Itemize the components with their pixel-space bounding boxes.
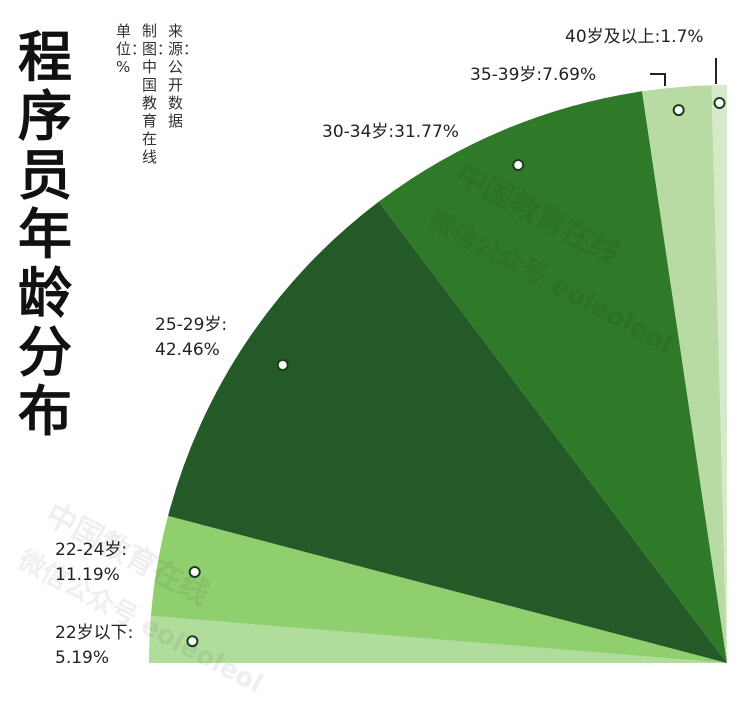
slice-dot-3 <box>512 159 525 171</box>
slice-dot-1 <box>188 566 201 578</box>
slice-label-4: 35-39岁:7.69% <box>470 65 596 85</box>
slice-label-3: 30-34岁:31.77% <box>322 122 459 142</box>
slice-dot-2 <box>276 359 289 371</box>
slice-label-1: 22-24岁: <box>55 540 127 560</box>
pie-slice-2 <box>168 201 727 663</box>
pie-slice-0 <box>149 615 727 663</box>
slice-value-2: 42.46% <box>155 340 220 360</box>
slice-label-5: 40岁及以上:1.7% <box>565 27 704 47</box>
slice-dot-0 <box>186 635 199 648</box>
pie-slice-3 <box>378 91 727 663</box>
slice-value-0: 5.19% <box>55 648 109 668</box>
pie-slice-1 <box>150 515 728 663</box>
leader-line-35-39 <box>650 73 666 86</box>
slice-dot-4 <box>672 104 685 117</box>
chart-title: 程序员年龄分布 <box>18 26 72 443</box>
slice-dot-5 <box>713 97 726 109</box>
pie-slice-4 <box>642 85 727 663</box>
slice-label-0: 22岁以下: <box>55 623 133 643</box>
slice-label-2: 25-29岁: <box>155 315 227 335</box>
pie-slice-5 <box>711 85 727 663</box>
slice-value-1: 11.19% <box>55 565 120 585</box>
